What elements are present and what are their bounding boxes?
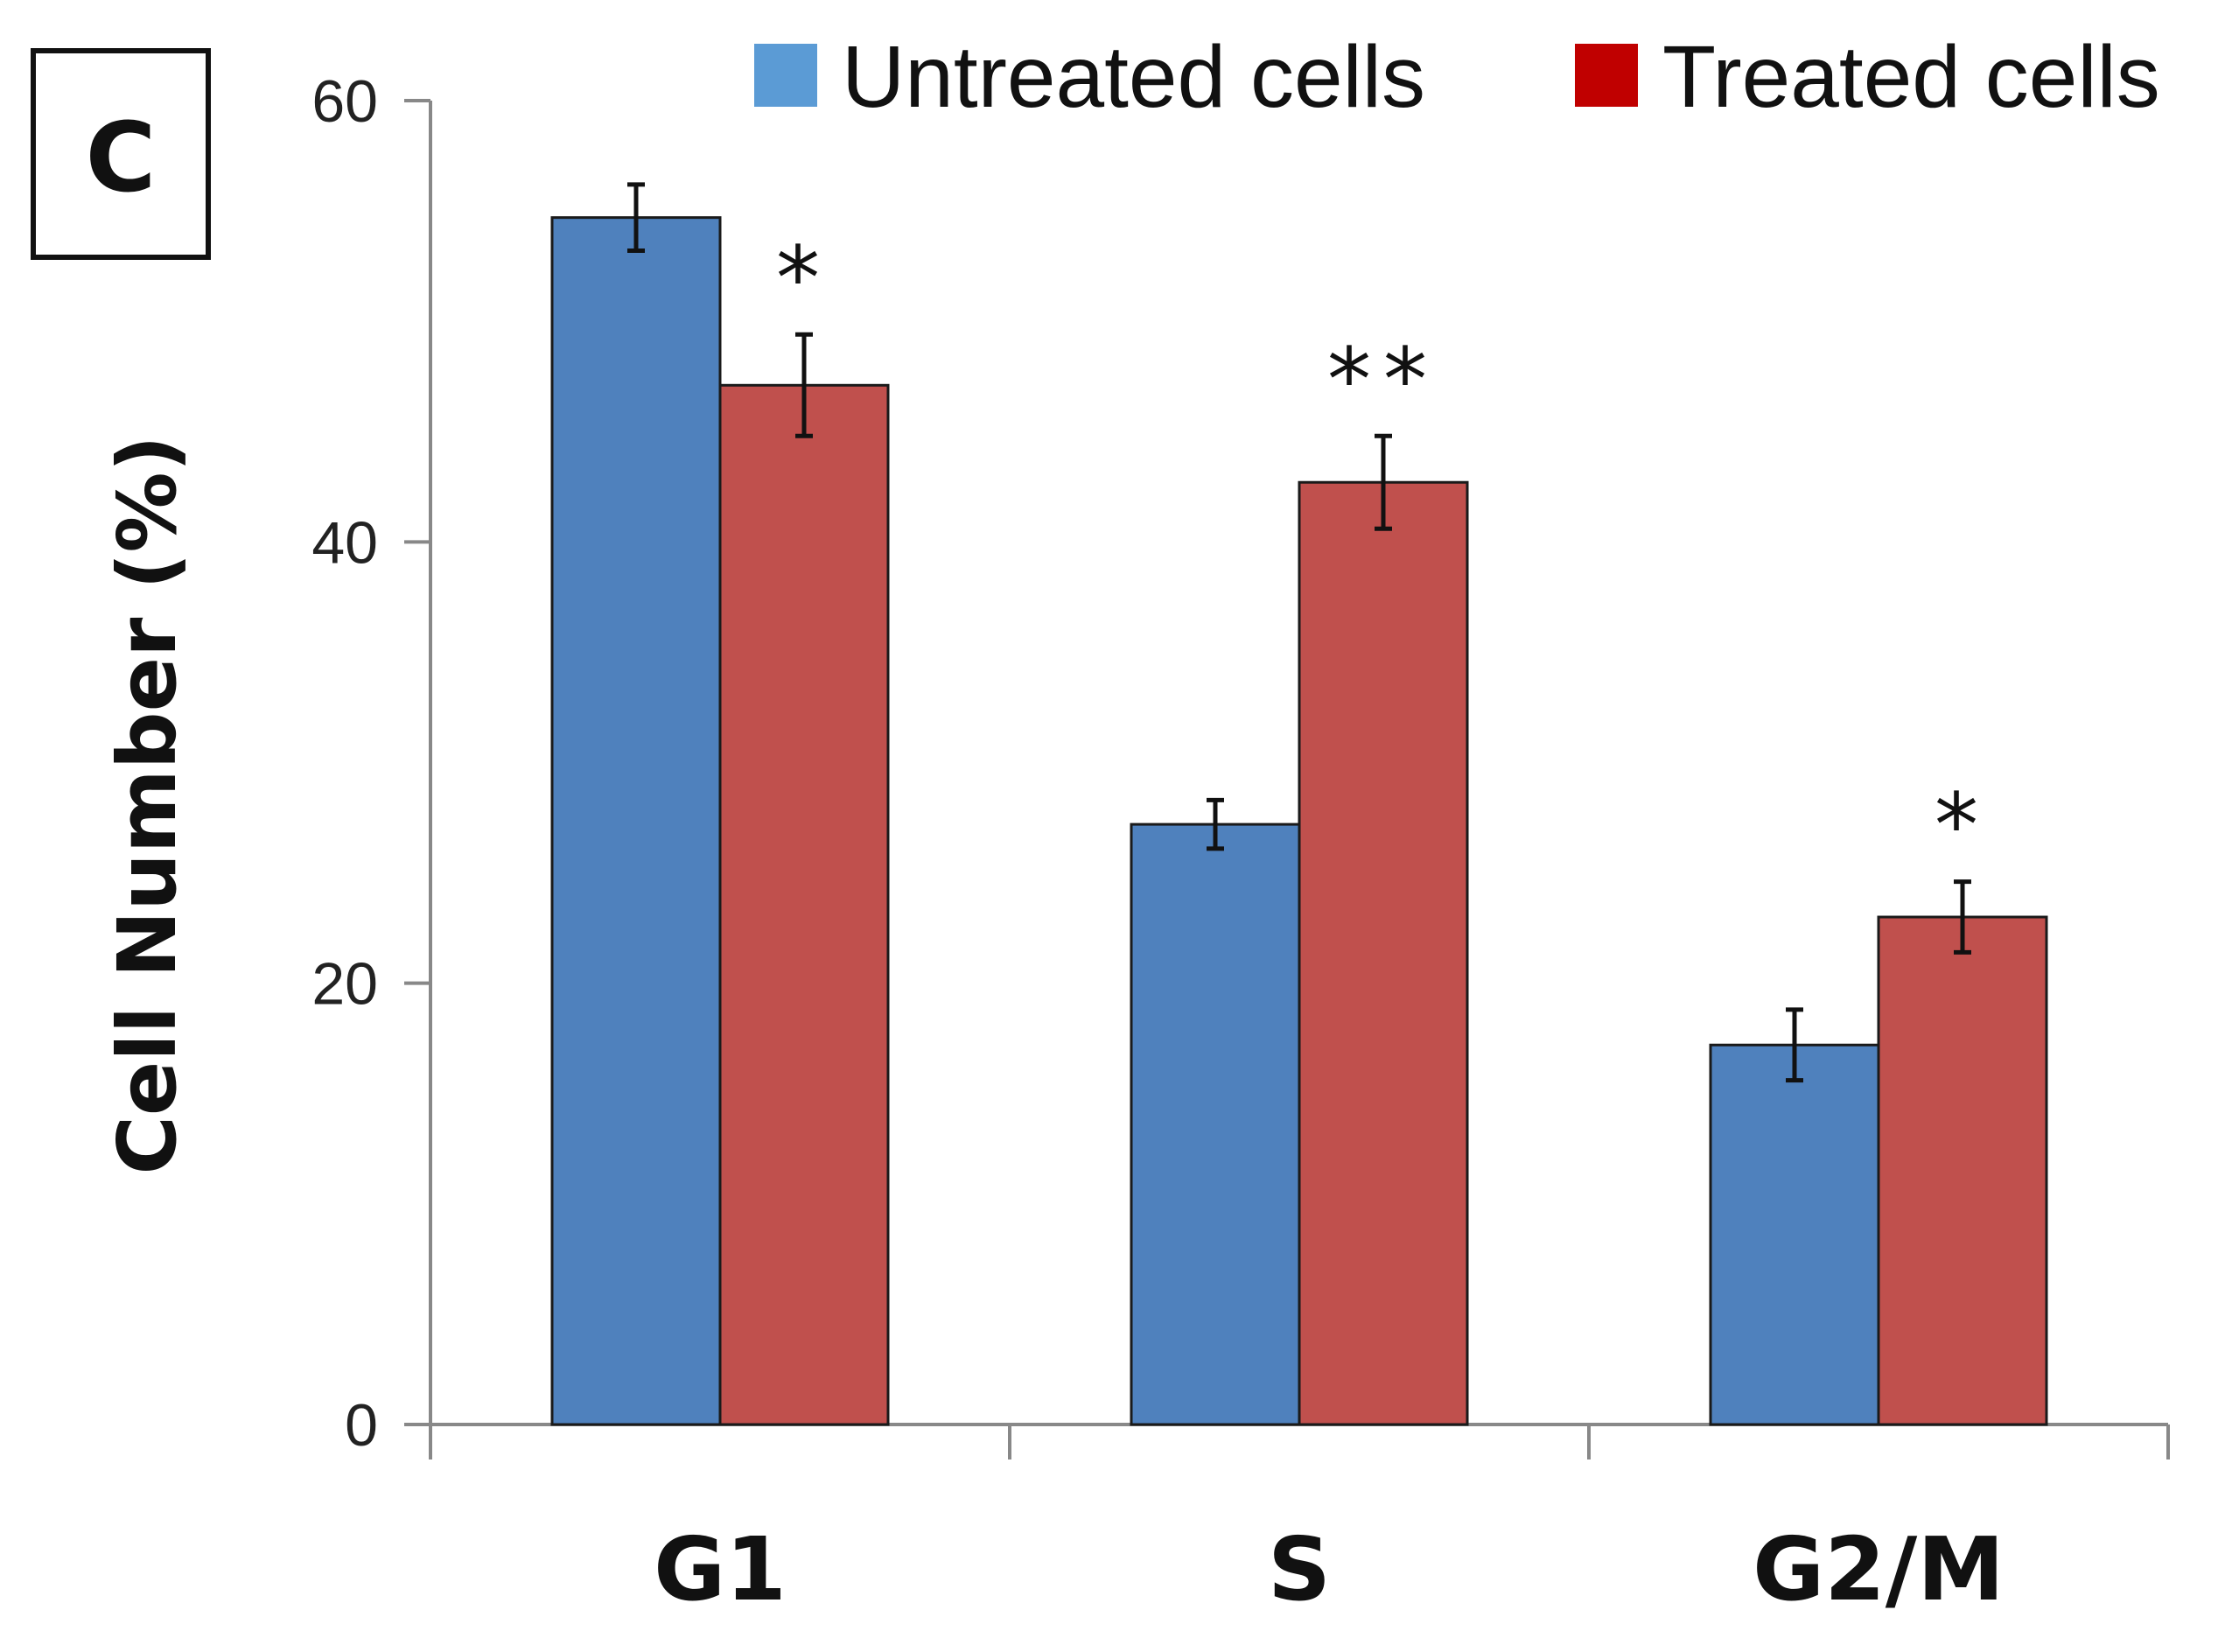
legend-label-untreated: Untreated cells [842, 28, 1425, 126]
significance-mark: * [1935, 774, 1991, 877]
bar-untreated-s [1130, 822, 1301, 1426]
category-labels: G1 S G2/M [654, 1518, 2005, 1620]
x-ticks [429, 1424, 2170, 1460]
bar-untreated-g1 [550, 216, 722, 1426]
y-ticks: 0 20 40 60 [311, 68, 430, 1459]
x-category-label: G1 [654, 1518, 787, 1620]
panel-label: C [31, 48, 211, 260]
bar-untreated-g2m [1709, 1043, 1880, 1426]
x-category-label: S [1268, 1518, 1331, 1620]
significance-marks: **** [776, 227, 1991, 877]
legend: Untreated cells Treated cells [754, 28, 2160, 126]
bar-treated-g1 [718, 383, 890, 1426]
bar-treated-g2m [1877, 915, 2048, 1426]
bar-treated-s [1298, 480, 1469, 1426]
significance-mark: * [776, 227, 832, 329]
y-tick-label: 20 [311, 951, 378, 1018]
y-tick-label: 0 [345, 1392, 378, 1459]
legend-label-treated: Treated cells [1662, 28, 2160, 126]
panel-label-letter: C [86, 102, 157, 214]
legend-swatch-untreated [754, 44, 817, 107]
error-bars [627, 182, 1971, 1083]
bars [550, 216, 2048, 1426]
panel-label-box [31, 48, 211, 260]
x-category-label: G2/M [1753, 1518, 2005, 1620]
y-tick-label: 40 [311, 509, 378, 576]
y-tick-label: 60 [311, 68, 378, 135]
significance-mark: ** [1327, 328, 1439, 430]
y-axis-title: Cell Number (%) [101, 435, 194, 1174]
legend-swatch-treated [1575, 44, 1638, 107]
